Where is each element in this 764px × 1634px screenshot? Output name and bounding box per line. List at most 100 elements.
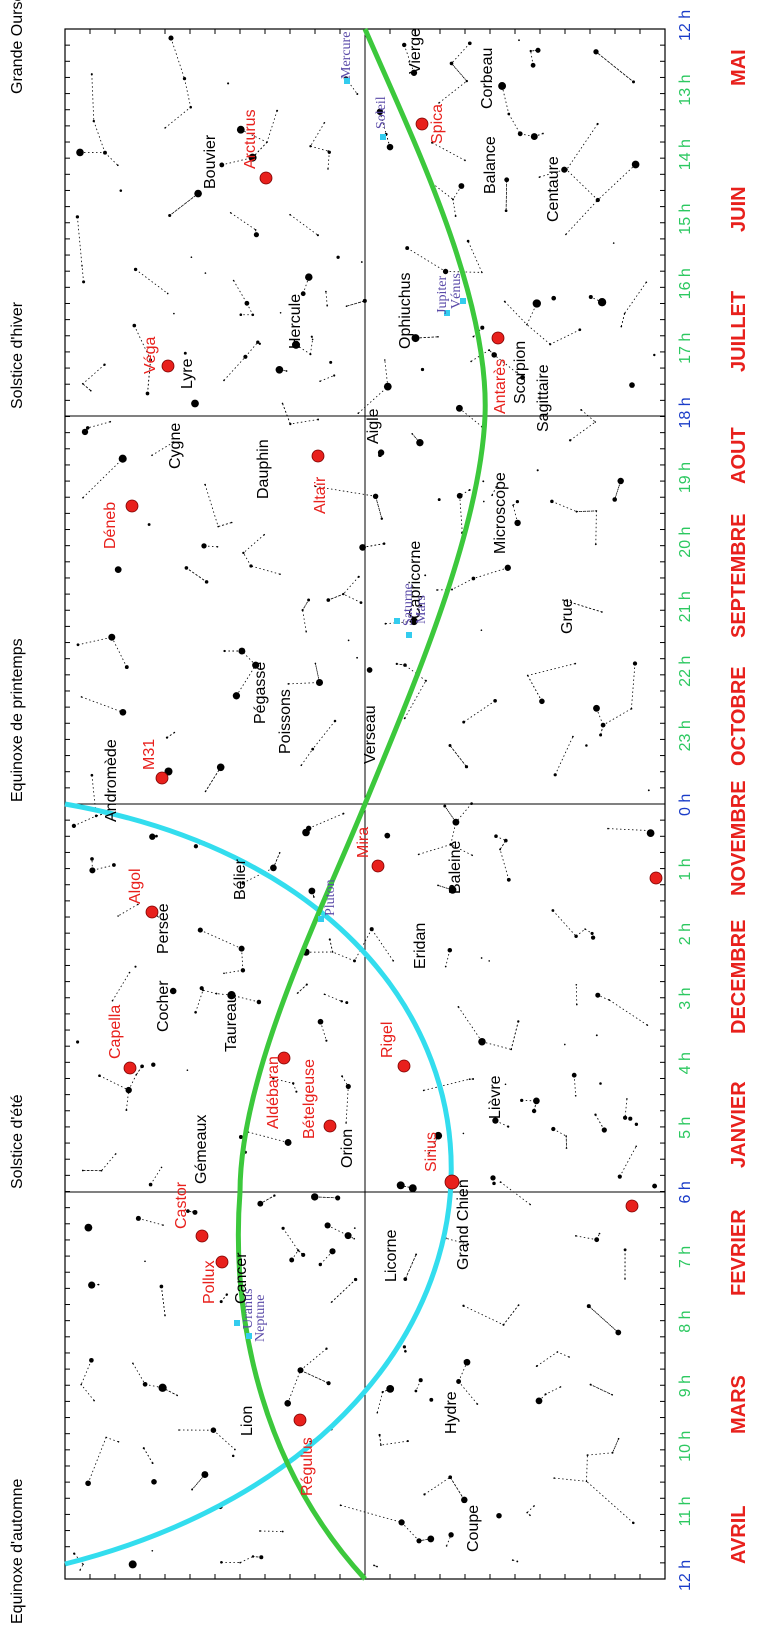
field-star — [458, 183, 465, 189]
field-star — [142, 1381, 148, 1387]
constellation-line — [527, 663, 576, 676]
constellation-line — [396, 663, 406, 666]
constellation-belier: Bélier — [232, 858, 249, 900]
field-star — [611, 1451, 614, 1454]
field-star — [178, 1429, 180, 1431]
field-star — [215, 992, 218, 995]
constellation-line — [289, 214, 319, 236]
constellation-line — [451, 63, 468, 82]
constellation-line — [81, 696, 124, 713]
field-star — [165, 736, 169, 739]
field-star — [529, 1514, 531, 1517]
field-star — [492, 1181, 496, 1186]
label-algol: Algol — [127, 868, 144, 904]
month-fevrier: FEVRIER — [728, 1209, 750, 1296]
field-star — [526, 323, 528, 326]
constellation-line — [499, 840, 507, 850]
field-star — [539, 698, 545, 705]
constellation-line — [505, 179, 508, 211]
field-star — [611, 1393, 614, 1396]
field-star — [471, 576, 476, 581]
constellation-line — [82, 458, 123, 498]
field-star — [608, 999, 611, 1001]
field-star — [326, 304, 329, 307]
field-star — [186, 1209, 190, 1213]
field-star — [378, 1433, 381, 1437]
constellation-line — [112, 972, 130, 1001]
constellation-line — [384, 359, 389, 387]
constellation-line — [327, 152, 330, 169]
field-star — [447, 947, 453, 953]
field-star — [574, 1094, 577, 1097]
constellation-line — [195, 990, 204, 1013]
planet-mercure — [344, 78, 350, 84]
constellation-line — [438, 80, 468, 104]
field-star — [94, 814, 98, 818]
constellation-line — [242, 867, 274, 884]
field-star — [336, 255, 340, 259]
constellation-line — [279, 369, 287, 372]
constellation-line — [406, 247, 446, 272]
constellation-line — [300, 1369, 329, 1384]
field-star — [135, 1073, 137, 1076]
field-star — [571, 1072, 577, 1078]
field-star — [281, 1530, 284, 1533]
field-star — [595, 992, 601, 998]
planet-uranus — [234, 1320, 240, 1326]
field-star — [256, 340, 260, 344]
field-star — [315, 678, 324, 687]
constellation-line — [501, 85, 510, 115]
constellation-line — [297, 984, 308, 994]
constellation-line — [612, 1438, 619, 1453]
constellation-line — [266, 110, 278, 143]
field-star — [556, 1351, 559, 1353]
field-star — [103, 150, 107, 155]
constellation-line — [557, 1351, 570, 1358]
constellation-hydre: Hydre — [443, 1391, 460, 1434]
field-star — [227, 82, 230, 85]
constellation-line — [499, 849, 510, 880]
field-star — [454, 215, 457, 217]
constellation-cancer: Cancer — [233, 1252, 250, 1304]
constellation-line — [186, 567, 207, 583]
field-star — [201, 1471, 209, 1479]
field-star — [488, 960, 491, 962]
field-star — [531, 1108, 537, 1114]
field-star — [576, 1003, 578, 1006]
field-star — [595, 1034, 598, 1037]
field-star — [403, 717, 406, 720]
constellation-line — [204, 484, 219, 527]
constellation-line — [491, 486, 497, 496]
field-star — [90, 773, 94, 777]
field-star — [437, 498, 441, 502]
field-star — [495, 485, 498, 488]
constellation-line — [312, 720, 336, 750]
constellation-line — [385, 620, 415, 625]
constellation-line — [566, 123, 598, 170]
constellation-capricorne: Capricorne — [407, 541, 424, 619]
star-vega — [161, 359, 175, 373]
label-equinoxe-automne: Equinoxe d'automne — [9, 1479, 26, 1624]
constellation-line — [290, 419, 319, 425]
field-star — [270, 864, 277, 872]
field-star — [451, 198, 455, 201]
constellation-line — [329, 939, 333, 953]
field-star — [183, 351, 187, 355]
field-star — [353, 1277, 358, 1282]
constellation-taureau: Taureau — [223, 994, 240, 1052]
constellation-line — [587, 1452, 613, 1456]
field-star — [204, 272, 207, 274]
month-mai: MAI — [728, 49, 750, 86]
ecliptic-curve — [235, 28, 488, 1581]
constellation-line — [473, 567, 508, 579]
field-star — [590, 935, 596, 940]
field-star — [112, 863, 116, 867]
field-star — [617, 1174, 622, 1179]
hour-label: 15 h — [677, 204, 694, 235]
field-star — [632, 1521, 635, 1525]
constellation-line — [449, 1476, 465, 1501]
field-star — [403, 663, 407, 667]
field-star — [310, 335, 313, 338]
field-star — [135, 1215, 141, 1221]
field-star — [449, 843, 453, 846]
